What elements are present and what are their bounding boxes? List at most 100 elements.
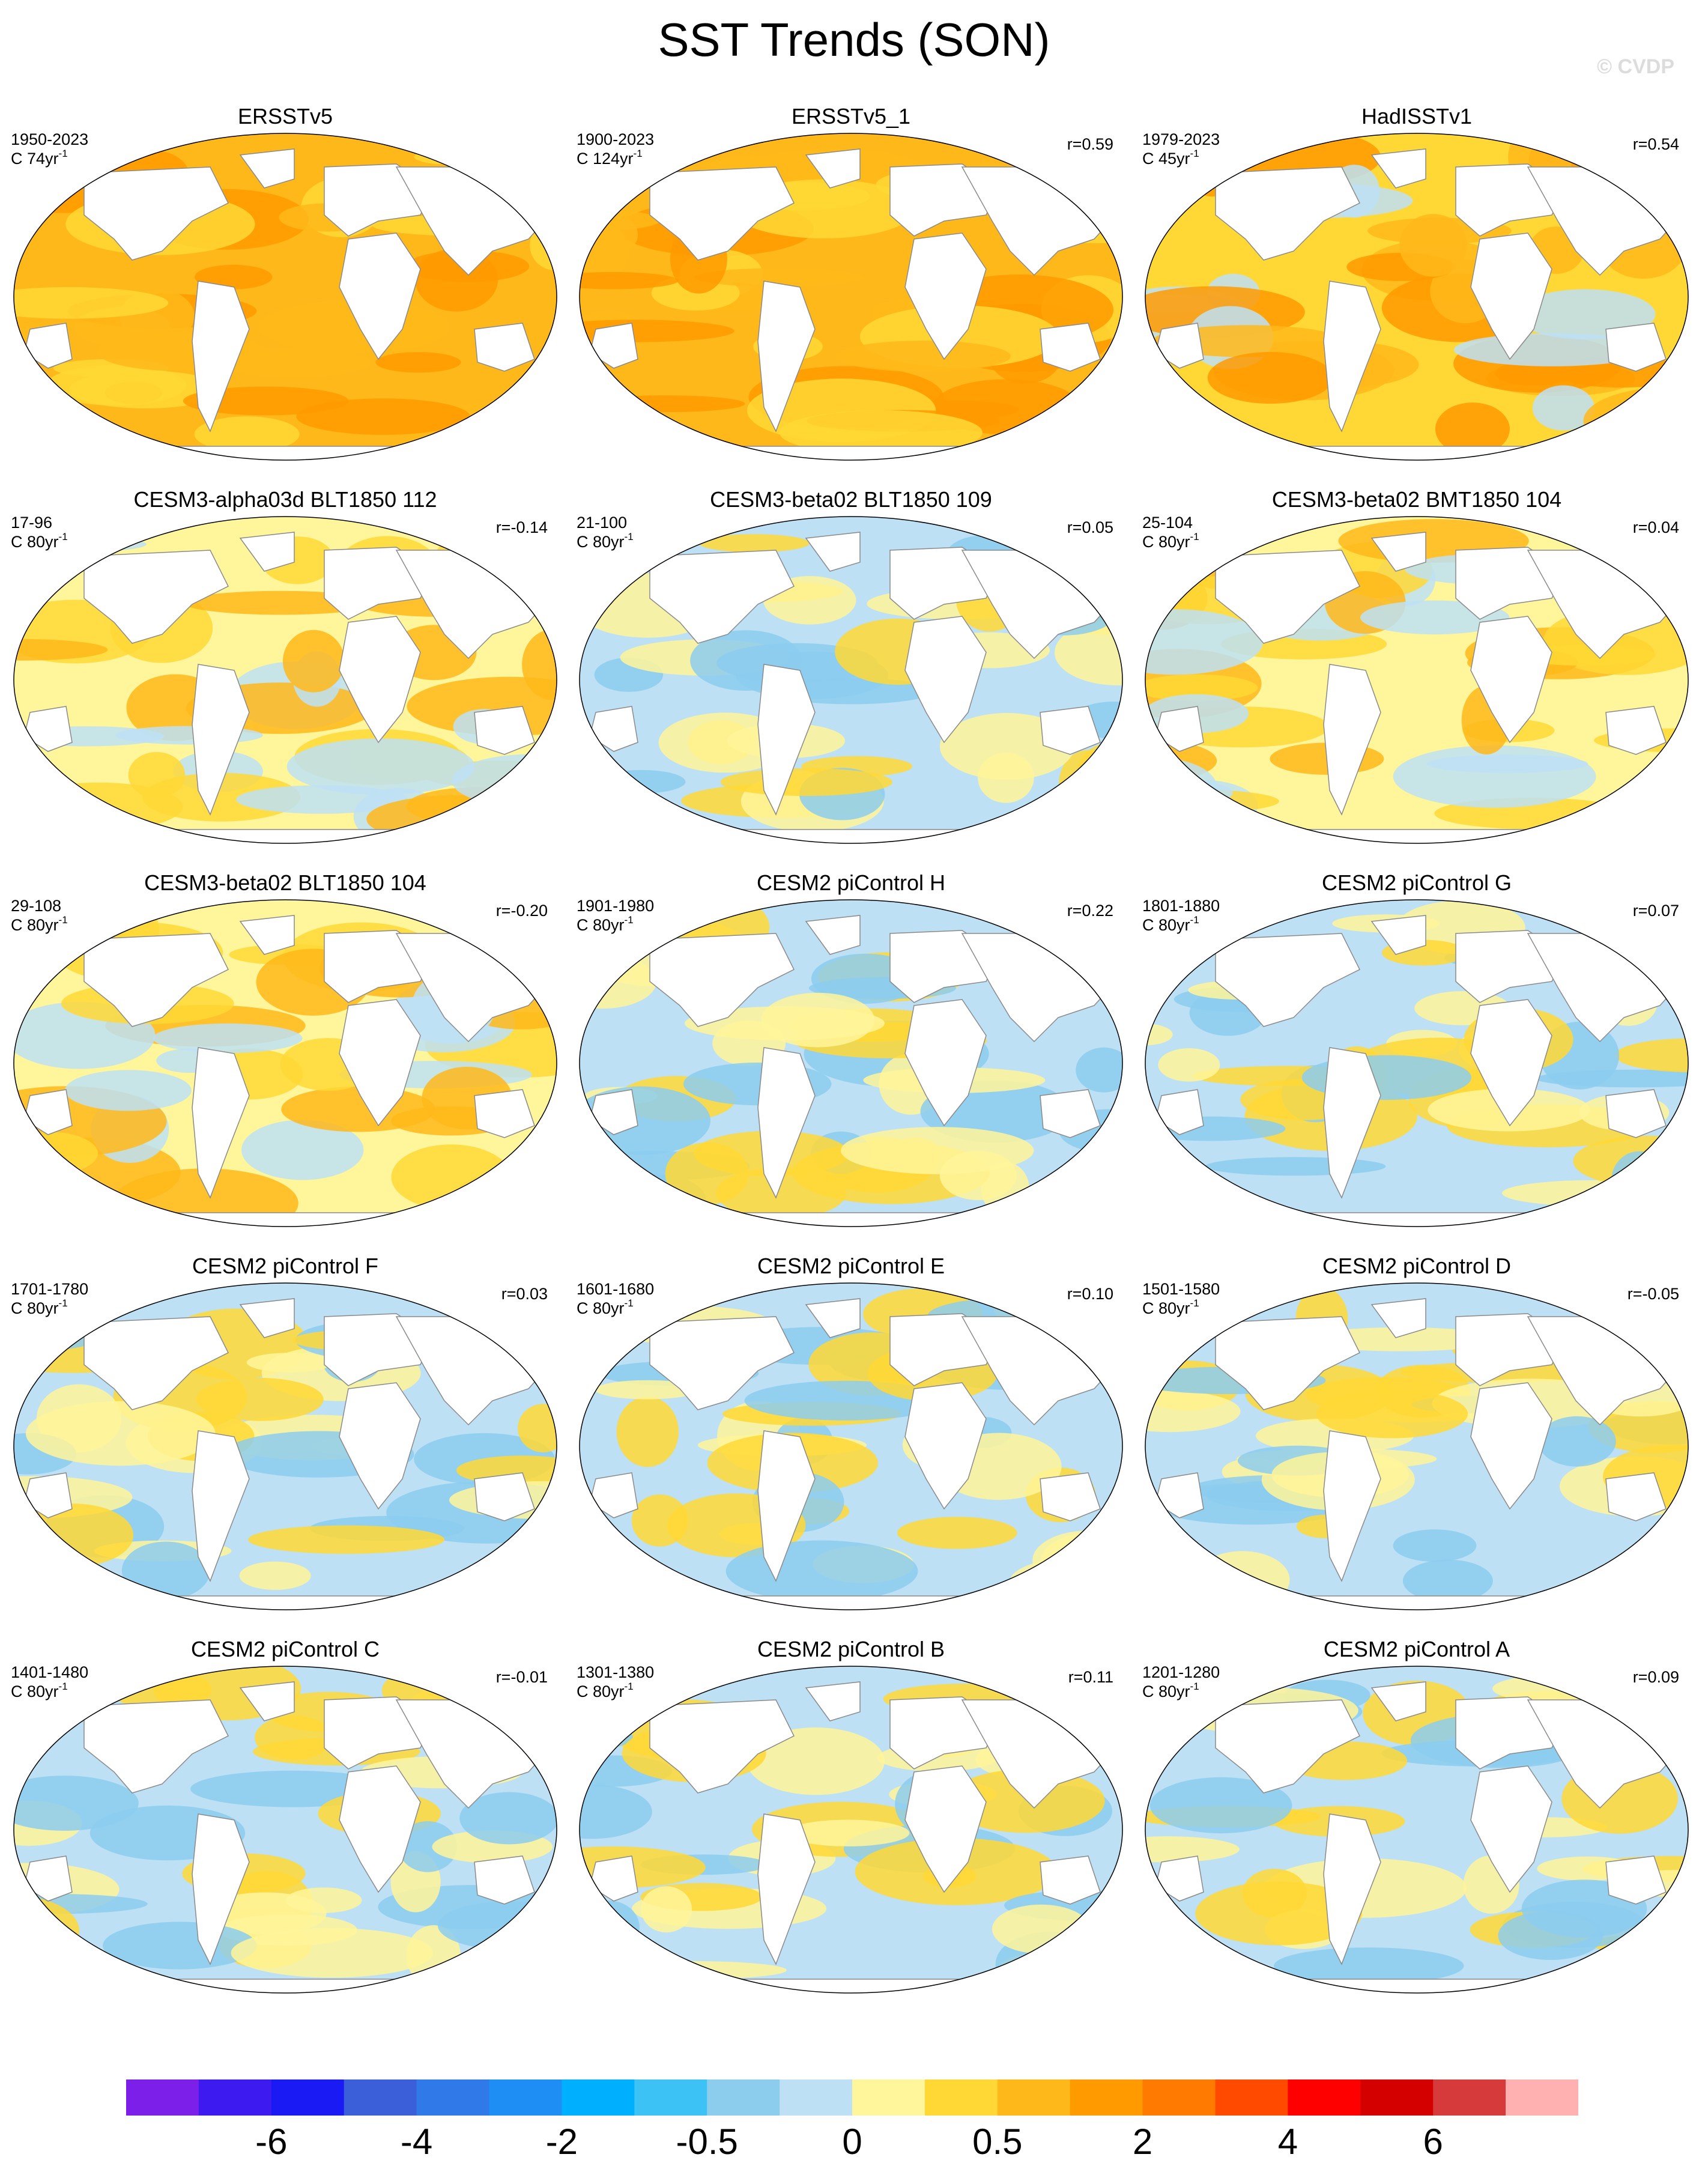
- landmass: [589, 706, 638, 752]
- colorbar-swatch: [1360, 2079, 1434, 2116]
- sst-anomaly-patch: [1393, 1529, 1477, 1562]
- trend-units: C 80yr-1: [577, 915, 634, 935]
- year-range: 17-96: [11, 514, 53, 532]
- colorbar-tick-label: -0.5: [676, 2122, 738, 2162]
- landmass: [757, 281, 816, 432]
- sst-trend-map: [13, 516, 557, 844]
- landmass: [589, 1089, 638, 1135]
- pattern-correlation: r=0.10: [1067, 1285, 1113, 1303]
- sst-anomaly-patch: [414, 148, 516, 166]
- landmass: [239, 1681, 295, 1721]
- landmass: [649, 550, 795, 644]
- colorbar-swatch: [344, 2079, 417, 2116]
- landmass: [589, 1472, 638, 1518]
- trend-value: 124yr: [593, 150, 634, 168]
- landmass: [192, 1430, 250, 1582]
- sst-trend-map: [13, 133, 557, 461]
- landmass: [649, 1699, 795, 1794]
- landmass: [23, 1855, 73, 1902]
- trend-units: C 124yr-1: [577, 148, 643, 168]
- sst-anomaly-patch: [694, 268, 864, 287]
- trend-prefix: C: [11, 533, 27, 551]
- landmass: [474, 1855, 535, 1905]
- sst-anomaly-patch: [282, 629, 345, 693]
- sst-anomaly-patch: [746, 1727, 885, 1795]
- sst-anomaly-patch: [475, 1568, 530, 1599]
- sst-anomaly-patch: [665, 1142, 749, 1205]
- colorbar-tick-label: 0: [842, 2122, 862, 2162]
- sst-anomaly-patch: [597, 769, 686, 793]
- trend-prefix: C: [1142, 533, 1158, 551]
- trend-exponent: -1: [58, 1681, 68, 1692]
- sst-anomaly-patch: [1435, 402, 1510, 456]
- colorbar-swatch: [271, 2079, 345, 2116]
- sst-anomaly-patch: [599, 1961, 787, 1980]
- trend-prefix: C: [1142, 1682, 1158, 1700]
- sst-trend-map: [13, 1282, 557, 1610]
- sst-anomaly-patch: [897, 1517, 1017, 1549]
- sst-anomaly-patch: [25, 1401, 216, 1466]
- trend-value: 80yr: [593, 1299, 625, 1317]
- map-outline: [1145, 516, 1689, 844]
- panel-title: CESM2 piControl A: [1323, 1637, 1510, 1661]
- landmass: [1370, 532, 1426, 572]
- trend-units: C 80yr-1: [11, 915, 68, 935]
- sst-anomaly-patch: [1145, 1836, 1240, 1863]
- sst-anomaly-patch: [939, 713, 1074, 780]
- landmass: [1155, 323, 1204, 369]
- map-outline: [579, 516, 1123, 844]
- trend-exponent: -1: [58, 531, 68, 542]
- landmass: [83, 550, 229, 644]
- sst-anomaly-patch: [1207, 351, 1333, 404]
- landmass: [1215, 1699, 1361, 1794]
- sst-anomaly-patch: [153, 1023, 303, 1054]
- landmass: [474, 1089, 535, 1138]
- watermark: © CVDP: [1597, 55, 1674, 78]
- landmass: [1323, 281, 1381, 432]
- trend-exponent: -1: [58, 148, 68, 159]
- colorbar-swatch: [707, 2079, 780, 2116]
- sst-trend-map: [579, 133, 1123, 461]
- trend-units: C 80yr-1: [577, 532, 634, 551]
- year-range: 1901-1980: [577, 897, 655, 915]
- colorbar: [126, 2079, 1578, 2116]
- landmass: [192, 281, 250, 432]
- landmass: [1470, 616, 1552, 744]
- landmass: [1215, 166, 1361, 261]
- year-range: 1301-1380: [577, 1663, 655, 1681]
- sst-anomaly-patch: [1393, 745, 1596, 808]
- landmass: [1323, 664, 1381, 816]
- trend-prefix: C: [11, 150, 27, 168]
- panel-title: CESM3-beta02 BLT1850 109: [710, 487, 992, 512]
- sst-anomaly-patch: [366, 795, 548, 843]
- sst-anomaly-patch: [1195, 1881, 1362, 1946]
- sst-anomaly-patch: [1274, 1947, 1464, 1985]
- sst-anomaly-patch: [1538, 1416, 1616, 1467]
- sst-anomaly-patch: [1615, 1038, 1688, 1073]
- sst-anomaly-patch: [459, 1792, 557, 1845]
- landmass: [1215, 550, 1361, 644]
- pattern-correlation: r=0.09: [1632, 1668, 1679, 1686]
- map-outline: [1145, 1666, 1689, 1994]
- colorbar-tick-label: 4: [1277, 2122, 1298, 2162]
- landmass: [649, 1316, 795, 1410]
- sst-anomaly-patch: [14, 639, 108, 661]
- landmass: [649, 933, 795, 1027]
- trend-exponent: -1: [624, 1681, 634, 1692]
- landmass: [1605, 1089, 1667, 1138]
- map-outline: [13, 516, 557, 844]
- colorbar-swatch: [489, 2079, 562, 2116]
- landmass: [474, 1472, 535, 1521]
- sst-anomaly-patch: [1145, 1391, 1241, 1433]
- sst-anomaly-patch: [398, 1821, 458, 1872]
- sst-trend-map: [579, 1666, 1123, 1994]
- trend-units: C 74yr-1: [11, 148, 68, 168]
- colorbar-swatch: [1142, 2079, 1216, 2116]
- landmass: [1370, 1298, 1426, 1338]
- sst-anomaly-patch: [761, 992, 875, 1048]
- landmass: [192, 1047, 250, 1199]
- figure-title: SST Trends (SON): [658, 13, 1050, 66]
- sst-anomaly-patch: [616, 1397, 679, 1467]
- landmass: [805, 1681, 861, 1721]
- landmass: [904, 999, 987, 1127]
